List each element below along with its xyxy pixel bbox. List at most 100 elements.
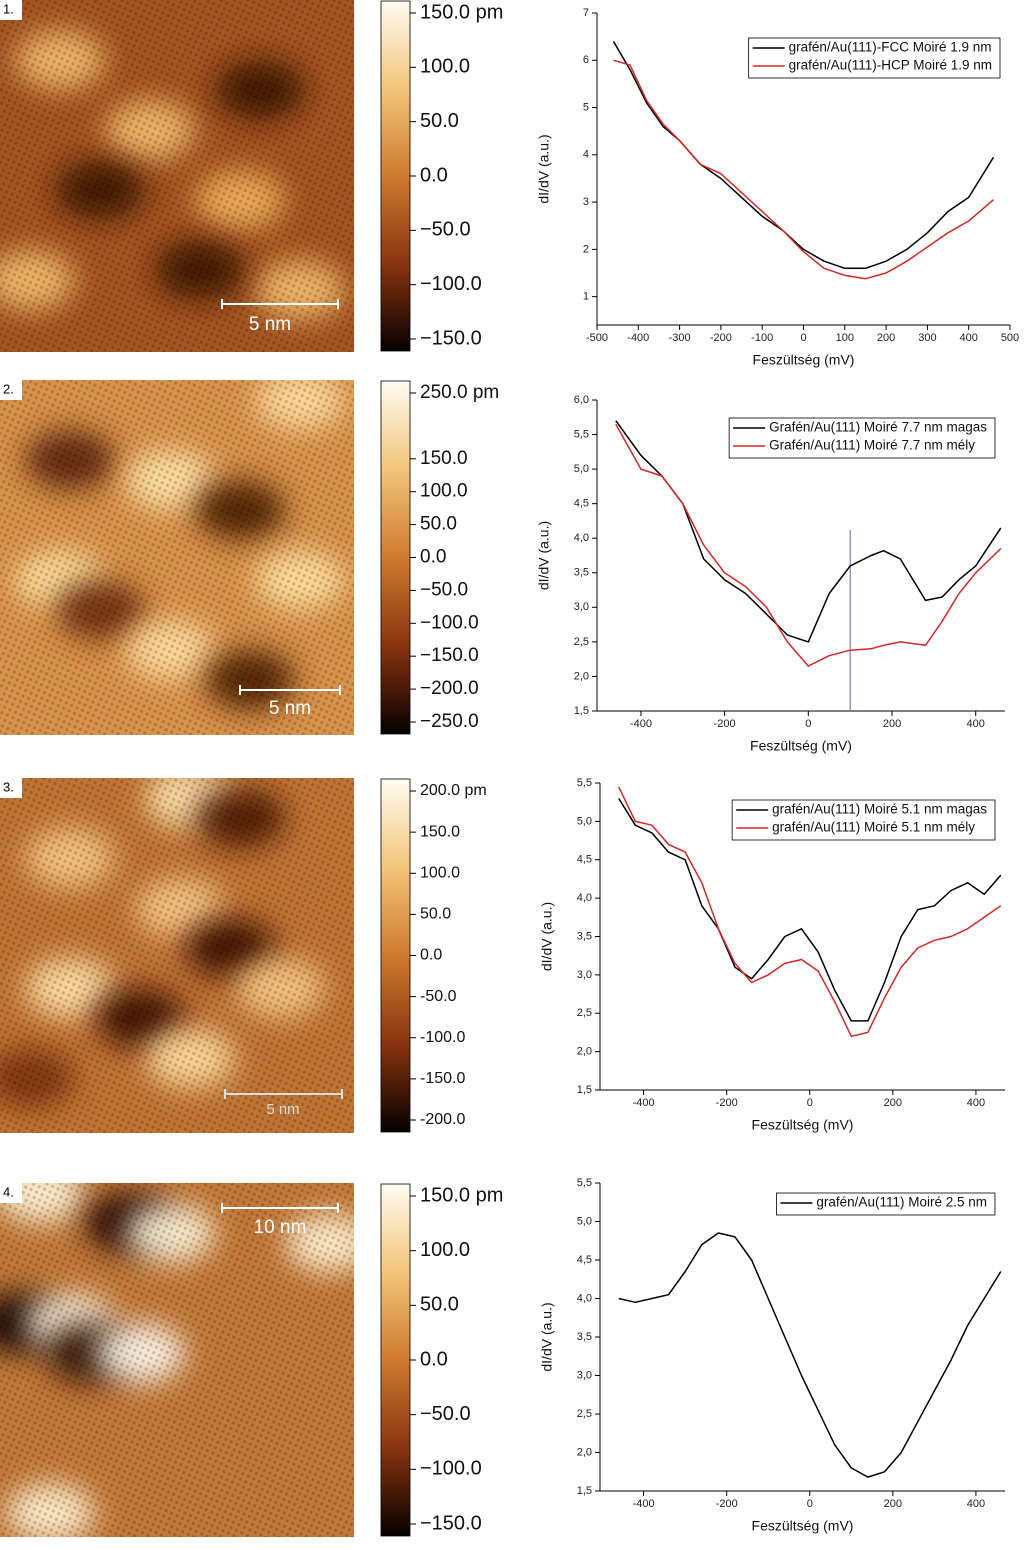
colorbar-tick-label: 250.0 pm: [420, 382, 499, 403]
x-tick-label: -200: [716, 1498, 738, 1510]
colorbar-tick-label: 50.0: [420, 514, 457, 535]
x-tick-label: -400: [633, 1498, 655, 1510]
y-tick-label: 2,0: [577, 1046, 592, 1058]
panel-label: 3.: [3, 779, 14, 794]
colorbar: [380, 380, 411, 735]
legend: Grafén/Au(111) Moiré 7.7 nm magas Grafén/…: [728, 417, 996, 459]
label-bg: [0, 380, 22, 400]
x-tick-label: -200: [714, 718, 736, 730]
colorbar-tick-label: 150.0: [420, 448, 468, 469]
legend-label: grafén/Au(111)-FCC Moiré 1.9 nm: [789, 40, 992, 55]
y-axis-title: dI/dV (a.u.): [539, 902, 555, 971]
colorbar-tick-label: 100.0: [420, 864, 460, 881]
y-tick-label: 1,5: [577, 1084, 592, 1096]
stm-image: [0, 778, 354, 1133]
series-line: [612, 41, 995, 270]
colorbar: [380, 778, 411, 1133]
legend: grafén/Au(111)-FCC Moiré 1.9 nm grafén/Au…: [748, 37, 1001, 79]
series-line: [615, 423, 1002, 667]
colorbar: [380, 1183, 411, 1537]
series-line: [615, 420, 1002, 643]
legend-label: Grafén/Au(111) Moiré 7.7 nm mély: [769, 438, 975, 453]
series-line: [613, 59, 994, 280]
y-tick-label: 4,5: [577, 1254, 592, 1266]
y-tick-label: 3,5: [577, 930, 592, 942]
colorbar-tick-label: 0.0: [420, 1348, 448, 1370]
y-tick-label: 4,5: [574, 498, 589, 510]
x-tick-label: -400: [630, 718, 652, 730]
colorbar-tick-label: 50.0: [420, 110, 459, 132]
legend-label: grafén/Au(111)-HCP Moiré 1.9 nm: [789, 58, 992, 73]
legend-box: [731, 799, 996, 841]
legend: grafén/Au(111) Moiré 5.1 nm magas grafén/…: [731, 799, 996, 841]
x-tick-label: 300: [918, 332, 936, 344]
colorbar: [380, 0, 411, 352]
atomic-lattice: [0, 1183, 354, 1537]
y-tick-label: 1,5: [574, 705, 589, 717]
legend-box: [728, 417, 996, 459]
colorbar-tick-label: -200.0: [420, 1111, 465, 1128]
colorbar-tick-label: −250.0: [420, 711, 479, 732]
y-tick-label: 3,0: [577, 969, 592, 981]
y-tick-label: 4,0: [577, 892, 592, 904]
x-tick-label: 0: [807, 1097, 813, 1109]
atomic-lattice: [0, 380, 354, 735]
y-tick-label: 7: [583, 7, 589, 19]
y-tick-label: 1: [583, 291, 589, 303]
colorbar-tick-label: 150.0: [420, 823, 460, 840]
x-tick-label: -200: [710, 332, 732, 344]
x-tick-label: 400: [960, 332, 978, 344]
stm-image: [0, 0, 354, 352]
y-tick-label: 2: [583, 243, 589, 255]
scale-bar-label: 5 nm: [266, 1101, 299, 1118]
series-line: [618, 786, 1002, 1038]
x-tick-label: 200: [883, 718, 901, 730]
legend-box: [748, 37, 1001, 79]
x-tick-label: 400: [967, 718, 985, 730]
label-bg: [0, 0, 22, 20]
stm-content: [0, 380, 354, 735]
x-tick-label: 500: [1001, 332, 1019, 344]
colorbar-tick-label: 100.0: [420, 56, 470, 78]
y-tick-label: 5,0: [574, 463, 589, 475]
colorbar-tick-label: -100.0: [420, 1029, 465, 1046]
scale-bar-label: 5 nm: [269, 698, 311, 719]
colorbar-tick-label: 0.0: [420, 164, 448, 186]
y-tick-label: 6: [583, 54, 589, 66]
legend-label: grafén/Au(111) Moiré 2.5 nm: [816, 1195, 987, 1210]
y-tick-label: 2,5: [577, 1007, 592, 1019]
colorbar-tick-label: -150.0: [420, 1070, 465, 1087]
label-bg: [0, 778, 22, 798]
y-tick-label: 5,5: [577, 777, 592, 789]
x-tick-label: 200: [884, 1498, 902, 1510]
colorbar-tick-label: −50.0: [420, 579, 468, 600]
stm-image: [0, 380, 354, 735]
y-axis-title: dI/dV (a.u.): [536, 134, 552, 203]
y-tick-label: 4,0: [577, 1292, 592, 1304]
x-tick-label: 0: [807, 1498, 813, 1510]
colorbar-tick-label: 100.0: [420, 1239, 470, 1261]
y-axis-title: dI/dV (a.u.): [539, 1302, 555, 1371]
x-tick-label: 0: [800, 332, 806, 344]
y-tick-label: 5: [583, 101, 589, 113]
x-tick-label: 100: [836, 332, 854, 344]
legend-label: grafén/Au(111) Moiré 5.1 nm mély: [772, 820, 975, 835]
stm-image: [0, 1183, 354, 1537]
x-axis-title: Feszültség (mV): [752, 1117, 854, 1133]
colorbar-tick-label: −100.0: [420, 273, 482, 295]
colorbar-tick-label: −150.0: [420, 645, 479, 666]
legend-label: grafén/Au(111) Moiré 5.1 nm magas: [772, 802, 987, 817]
y-axis-title: dI/dV (a.u.): [536, 521, 552, 590]
series-line: [618, 1232, 1002, 1478]
x-tick-label: 400: [967, 1498, 985, 1510]
y-tick-label: 3: [583, 196, 589, 208]
x-tick-label: 0: [805, 718, 811, 730]
x-axis-title: Feszültség (mV): [750, 738, 852, 754]
colorbar-tick-label: 0.0: [420, 947, 442, 964]
y-tick-label: 2,5: [574, 636, 589, 648]
y-tick-label: 2,5: [577, 1408, 592, 1420]
x-tick-label: -100: [751, 332, 773, 344]
y-tick-label: 3,0: [577, 1369, 592, 1381]
